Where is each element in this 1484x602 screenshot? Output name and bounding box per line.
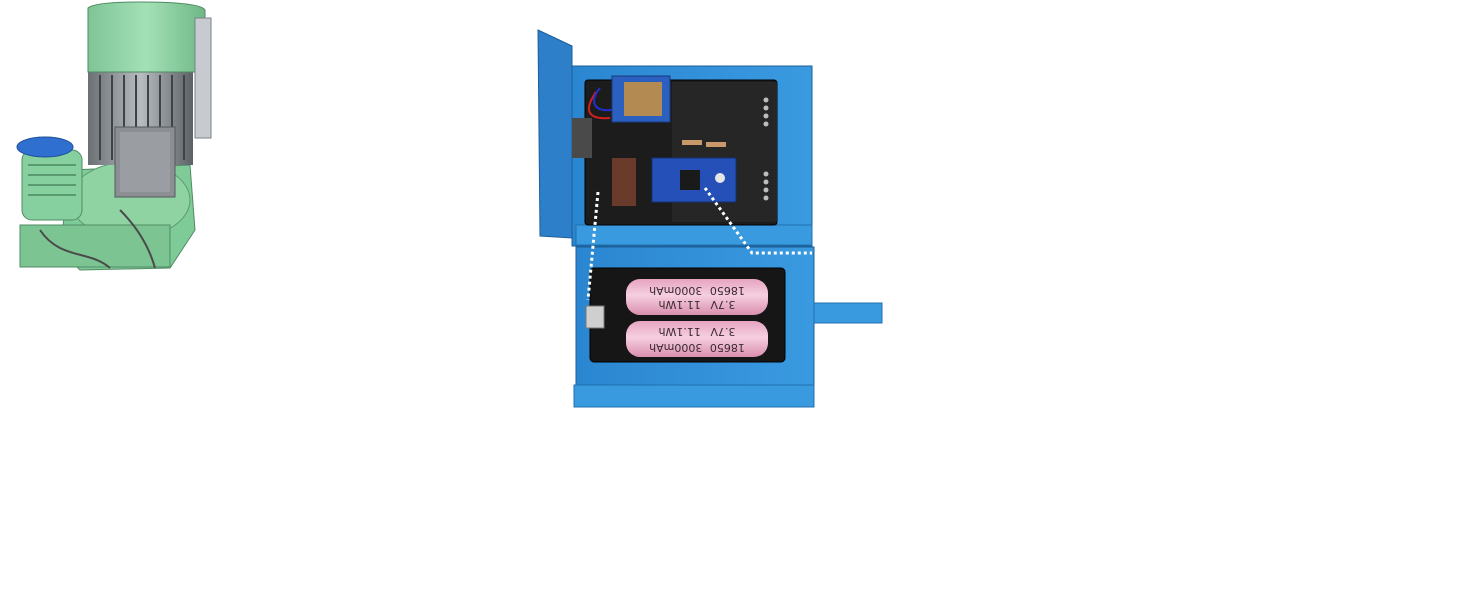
- callout-right: [703, 187, 812, 255]
- usb-port: [585, 305, 605, 329]
- motor-cables: [39, 209, 156, 269]
- enclosure-lid: [537, 29, 573, 239]
- battery-cell-1: 18650 3000mAh 3.7V 11.1Wh: [626, 279, 768, 315]
- battery-cell-1-body: [626, 279, 768, 315]
- battery-cell-2-body: [626, 321, 768, 357]
- battery-cell-1-line1: 18650 3000mAh: [649, 284, 745, 297]
- resistor-1: [682, 140, 702, 145]
- mounting-arm: [813, 302, 883, 324]
- battery-cell-2-line1: 3.7V 11.1Wh: [659, 325, 736, 338]
- header-pins: [763, 97, 769, 201]
- mcu-chip: [680, 170, 700, 190]
- motor-bracket: [194, 17, 212, 139]
- device-photo: 18650 3000mAh 3.7V 11.1Wh 3.7V 11.1Wh 18…: [537, 29, 883, 408]
- battery-cell-1-line2: 3.7V 11.1Wh: [659, 298, 736, 311]
- side-connector: [612, 158, 636, 206]
- callout-lines: [586, 187, 812, 301]
- reset-button-icon: [715, 173, 725, 183]
- junction-box-lid: [120, 132, 170, 192]
- red-wire: [588, 91, 611, 120]
- battery-cell-2: 3.7V 11.1Wh 18650 3000mAh: [626, 321, 768, 357]
- wifi-module-shield: [624, 82, 662, 116]
- blue-cap-icon: [16, 136, 74, 158]
- upper-enclosure-rim: [575, 224, 813, 246]
- side-motor-fins: [28, 164, 76, 196]
- sensor-mount: [572, 118, 592, 158]
- motor-photo: [16, 1, 212, 271]
- blue-wire: [593, 87, 613, 112]
- motor-fan-cover: [87, 1, 206, 73]
- battery-cell-2-line2: 18650 3000mAh: [649, 341, 745, 354]
- lower-enclosure-bottom: [573, 384, 815, 408]
- resistor-2: [706, 142, 726, 147]
- callout-left: [586, 191, 600, 301]
